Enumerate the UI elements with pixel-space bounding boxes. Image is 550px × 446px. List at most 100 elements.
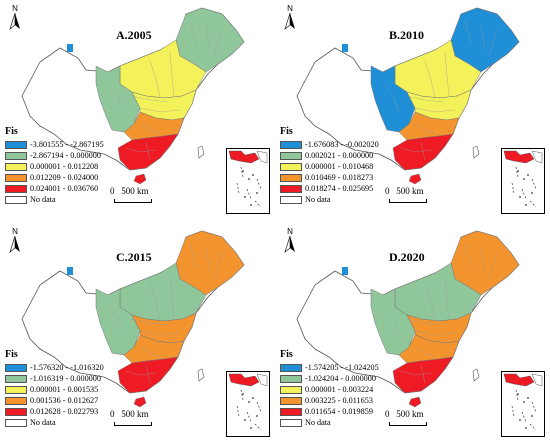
region-central <box>131 89 197 121</box>
legend: Fis -3.801555 - -2.867195 -2.867194 - 0.00… <box>5 126 104 205</box>
legend-entry: 0.011654 - 0.019859 <box>280 406 379 417</box>
scale-bar: 0 500 km <box>110 186 152 203</box>
legend-label: -1.016319 - 0.000000 <box>30 374 101 383</box>
legend-swatch <box>280 396 302 405</box>
region-central <box>131 312 197 344</box>
legend-label: 0.000001 - 0.012208 <box>30 162 99 171</box>
legend-label: No data <box>305 195 331 204</box>
region-southeast <box>117 356 179 394</box>
scale-bar: 0 500 km <box>110 409 152 426</box>
legend-swatch <box>280 162 302 171</box>
legend-label: -1.576320 - -1.016320 <box>30 363 104 372</box>
taiwan-outline <box>472 368 480 382</box>
scale-bar: 0 500 km <box>385 186 427 203</box>
legend: Fis -1.574205 - -1.024205 -1.024204 - 0.00… <box>280 349 379 428</box>
county-boundary <box>189 242 223 280</box>
china-map <box>21 230 245 408</box>
legend-entry: 0.000001 - 0.012208 <box>5 161 104 172</box>
legend-swatch <box>5 162 27 171</box>
legend-swatch <box>5 407 27 416</box>
county-boundary <box>149 51 175 99</box>
map-panel: B.2010 N Fis -1.676083 - -0.002020 0.002021 … <box>275 0 550 223</box>
legend-swatch <box>280 184 302 193</box>
legend-swatch <box>280 173 302 182</box>
county-boundary <box>125 123 161 153</box>
region-urumqi <box>67 44 73 52</box>
legend-swatch <box>5 374 27 383</box>
legend-label: 0.000001 - 0.010468 <box>305 162 374 171</box>
legend-label: 0.018274 - 0.025695 <box>305 184 374 193</box>
county-boundary <box>400 123 436 153</box>
scale-bar: 0 500 km <box>385 409 427 426</box>
legend-label: 0.001536 - 0.012627 <box>30 396 99 405</box>
scale-label: 0 500 km <box>385 409 424 419</box>
legend-label: 0.011654 - 0.019859 <box>305 407 373 416</box>
north-label: N <box>12 4 18 13</box>
county-boundary <box>406 318 456 336</box>
legend-entry: -1.676083 - -0.002020 <box>280 139 379 150</box>
legend-label: 0.000001 - 0.003224 <box>305 385 374 394</box>
panel-title: A.2005 <box>116 28 152 42</box>
legend-swatch <box>280 385 302 394</box>
south-china-sea-inset <box>501 371 545 437</box>
legend: Fis -1.676083 - -0.002020 0.002021 - 0.000… <box>280 126 379 205</box>
china-map <box>21 7 245 185</box>
legend-entry: 0.002021 - 0.000000 <box>280 150 379 161</box>
legend-swatch <box>5 184 27 193</box>
legend-label: -3.801555 - -2.867195 <box>30 140 104 149</box>
panel-title: D.2020 <box>389 250 425 264</box>
legend-entry-no-data: No data <box>5 194 104 205</box>
north-label: N <box>12 227 18 236</box>
legend-entry: 0.010469 - 0.018273 <box>280 172 379 183</box>
legend-swatch <box>280 418 302 427</box>
china-map <box>296 7 520 185</box>
county-boundary <box>382 306 426 384</box>
county-boundary <box>424 51 450 99</box>
north-arrow-icon: N <box>8 4 22 30</box>
china-map <box>296 230 520 408</box>
legend-entry-no-data: No data <box>280 194 379 205</box>
region-hainan <box>408 396 422 408</box>
legend-label: 0.010469 - 0.018273 <box>305 173 374 182</box>
legend-swatch <box>280 363 302 372</box>
county-boundary <box>107 83 151 161</box>
legend-label: 0.012209 - 0.024000 <box>30 173 99 182</box>
map-panel: A.2005 N Fis -3.801555 - -2.867195 -2.867194… <box>0 0 275 223</box>
legend-entry: 0.001536 - 0.012627 <box>5 395 104 406</box>
region-hainan <box>133 173 147 185</box>
north-arrow-icon: N <box>283 4 297 30</box>
county-boundary <box>464 242 498 280</box>
map-panel: C.2015 N Fis -1.576320 - -1.016320 -1.016319… <box>0 223 275 446</box>
legend-title: Fis <box>280 349 293 360</box>
legend-swatch <box>5 363 27 372</box>
taiwan-outline <box>197 368 205 382</box>
south-china-sea-inset <box>226 148 270 214</box>
legend-entry: -1.024204 - 0.000000 <box>280 373 379 384</box>
county-boundary <box>107 306 151 384</box>
county-boundary <box>400 346 436 376</box>
legend-entry: -3.801555 - -2.867195 <box>5 139 104 150</box>
legend-swatch <box>5 140 27 149</box>
legend-swatch <box>5 195 27 204</box>
county-boundary <box>125 346 161 376</box>
region-urumqi <box>342 267 348 275</box>
legend-swatch <box>5 151 27 160</box>
county-boundary <box>382 83 426 161</box>
scale-label: 0 500 km <box>110 409 149 419</box>
legend-label: -1.024204 - 0.000000 <box>305 374 376 383</box>
legend-entry: 0.000001 - 0.010468 <box>280 161 379 172</box>
legend-label: -1.676083 - -0.002020 <box>305 140 379 149</box>
county-boundary <box>131 318 181 336</box>
region-southeast <box>117 133 179 171</box>
legend-entry: 0.012628 - 0.022793 <box>5 406 104 417</box>
north-label: N <box>287 4 293 13</box>
region-southeast <box>392 133 454 171</box>
legend-label: 0.000001 - 0.001535 <box>30 385 99 394</box>
south-china-sea-inset <box>226 371 270 437</box>
region-central <box>406 89 472 121</box>
legend-swatch <box>5 418 27 427</box>
legend-swatch <box>280 374 302 383</box>
legend-label: No data <box>30 195 56 204</box>
region-hainan <box>133 396 147 408</box>
legend-entry: 0.018274 - 0.025695 <box>280 183 379 194</box>
